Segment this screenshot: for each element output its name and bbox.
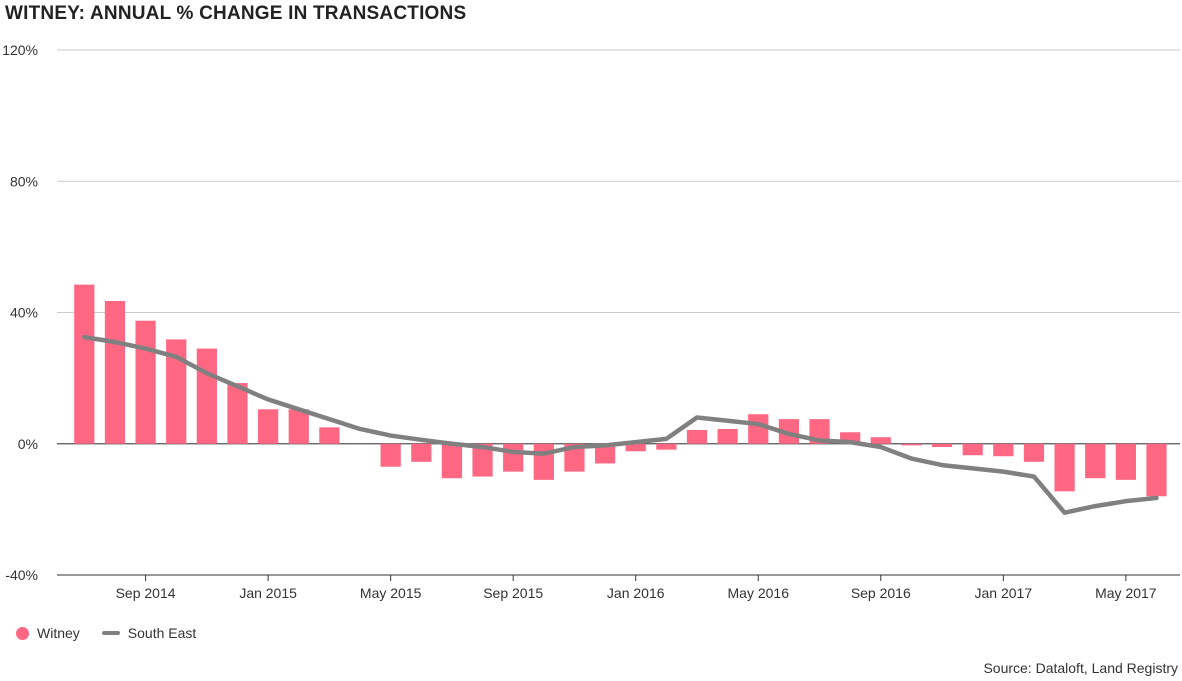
x-tick-label: Sep 2016 xyxy=(851,585,911,601)
bar-witney[interactable] xyxy=(503,443,524,472)
bar-witney[interactable] xyxy=(411,443,432,462)
bar-witney[interactable] xyxy=(380,443,401,467)
x-tick-label: May 2015 xyxy=(360,585,422,601)
bar-witney[interactable] xyxy=(196,348,217,444)
bar-witney[interactable] xyxy=(748,414,769,444)
bar-witney[interactable] xyxy=(166,339,187,444)
line-south-east[interactable] xyxy=(82,334,1159,515)
x-tick-label: Sep 2014 xyxy=(116,585,176,601)
legend-item-south-east[interactable]: South East xyxy=(101,625,197,641)
bar-witney[interactable] xyxy=(656,443,677,450)
bar-witney[interactable] xyxy=(625,443,646,452)
grid-lines xyxy=(57,49,1180,576)
bar-witney[interactable] xyxy=(931,443,953,448)
bar-witney[interactable] xyxy=(74,284,95,444)
bar-witney[interactable] xyxy=(441,443,463,479)
legend: Witney South East xyxy=(16,625,218,641)
bar-witney[interactable] xyxy=(870,437,891,444)
witney-swatch-icon xyxy=(16,626,29,640)
x-tick-label: Jan 2017 xyxy=(975,585,1033,601)
bar-witney[interactable] xyxy=(104,301,126,444)
bar-witney[interactable] xyxy=(1085,443,1106,479)
bar-witney[interactable] xyxy=(227,383,248,444)
bar-witney[interactable] xyxy=(962,443,983,456)
bar-witney[interactable] xyxy=(686,429,708,444)
bar-witney[interactable] xyxy=(840,432,861,444)
x-axis: Sep 2014 Jan 2015 May 2015 Sep 2015 Jan 2016… xyxy=(57,574,1180,601)
bar-witney[interactable] xyxy=(717,428,738,444)
bar-witney[interactable] xyxy=(319,427,340,444)
bar-witney[interactable] xyxy=(533,443,554,480)
bar-witney[interactable] xyxy=(1023,443,1045,462)
bar-witney[interactable] xyxy=(594,443,616,464)
y-tick-label: 40% xyxy=(10,305,38,321)
bar-witney[interactable] xyxy=(778,419,799,444)
y-tick-label: -40% xyxy=(5,567,38,583)
chart-title: WITNEY: ANNUAL % CHANGE IN TRANSACTIONS xyxy=(5,3,467,24)
x-tick-label: May 2016 xyxy=(728,585,790,601)
south-east-swatch-icon xyxy=(101,631,120,635)
legend-label-south-east: South East xyxy=(127,625,197,641)
bar-witney[interactable] xyxy=(1115,443,1136,480)
bar-witney[interactable] xyxy=(288,409,309,444)
bar-witney[interactable] xyxy=(258,409,279,444)
y-tick-label: 120% xyxy=(2,42,38,58)
legend-label-witney: Witney xyxy=(37,625,80,641)
x-tick-label: Jan 2015 xyxy=(239,585,297,601)
bar-witney[interactable] xyxy=(564,443,585,472)
bar-witney[interactable] xyxy=(993,443,1014,457)
south-east-line xyxy=(82,334,1159,515)
legend-item-witney[interactable]: Witney xyxy=(16,625,80,641)
y-tick-label: 0% xyxy=(18,436,38,452)
bar-witney[interactable] xyxy=(135,320,156,444)
bar-witney[interactable] xyxy=(472,443,493,477)
y-axis-ticks: 120% 80% 40% 0% -40% xyxy=(2,42,38,583)
bar-witney[interactable] xyxy=(1146,443,1167,497)
source-note: Source: Dataloft, Land Registry xyxy=(983,660,1178,676)
bar-witney[interactable] xyxy=(1054,443,1075,492)
x-tick-label: May 2017 xyxy=(1095,585,1157,601)
bar-witney[interactable] xyxy=(901,443,922,446)
x-tick-label: Sep 2015 xyxy=(483,585,543,601)
x-tick-label: Jan 2016 xyxy=(607,585,665,601)
y-tick-label: 80% xyxy=(10,173,38,189)
witney-bars xyxy=(74,284,1167,497)
